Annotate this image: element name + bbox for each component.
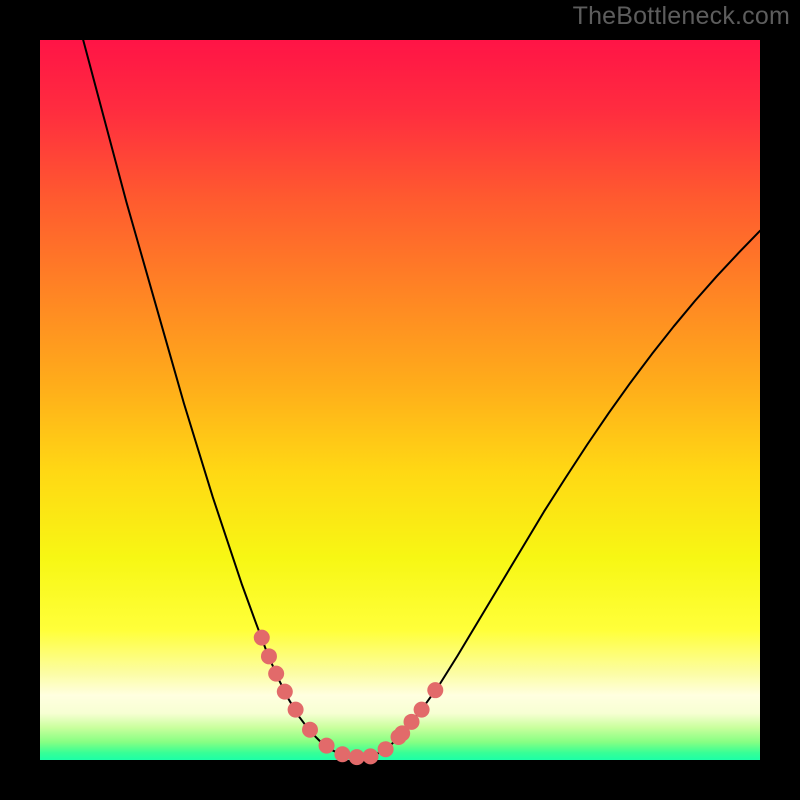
curve-marker <box>254 630 270 646</box>
curve-marker <box>268 666 284 682</box>
curve-marker <box>261 648 277 664</box>
curve-marker <box>362 748 378 764</box>
curve-marker <box>319 738 335 754</box>
curve-marker <box>288 702 304 718</box>
curve-marker <box>334 746 350 762</box>
curve-marker <box>427 682 443 698</box>
curve-marker <box>378 741 394 757</box>
curve-marker <box>277 684 293 700</box>
watermark-label: TheBottleneck.com <box>573 2 790 31</box>
curve-marker <box>302 722 318 738</box>
curve-marker <box>404 714 420 730</box>
plot-area <box>40 40 760 760</box>
curve-marker <box>414 702 430 718</box>
bottleneck-curve-chart <box>0 0 800 800</box>
curve-marker <box>349 749 365 765</box>
chart-stage: TheBottleneck.com <box>0 0 800 800</box>
